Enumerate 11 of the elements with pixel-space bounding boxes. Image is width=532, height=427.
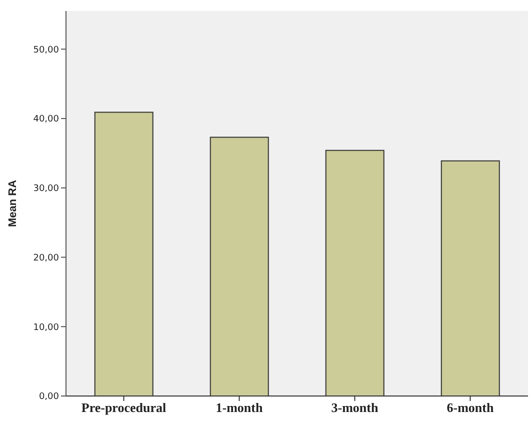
y-axis-title: Mean RA: [6, 180, 19, 228]
x-tick-label: 3-month: [331, 400, 379, 416]
y-tick-label: 30,00: [33, 184, 60, 194]
y-tick-label: 20,00: [33, 253, 60, 264]
x-tick-label: 6-month: [446, 400, 494, 416]
y-tick-label: 0,00: [38, 392, 60, 402]
x-tick-label: 1-month: [216, 400, 264, 416]
y-tick-label: 40,00: [33, 114, 60, 125]
y-tick-label: 10,00: [33, 322, 60, 333]
y-tick-label: 50,00: [33, 45, 60, 56]
x-tick-label: Pre-procedural: [81, 400, 166, 416]
